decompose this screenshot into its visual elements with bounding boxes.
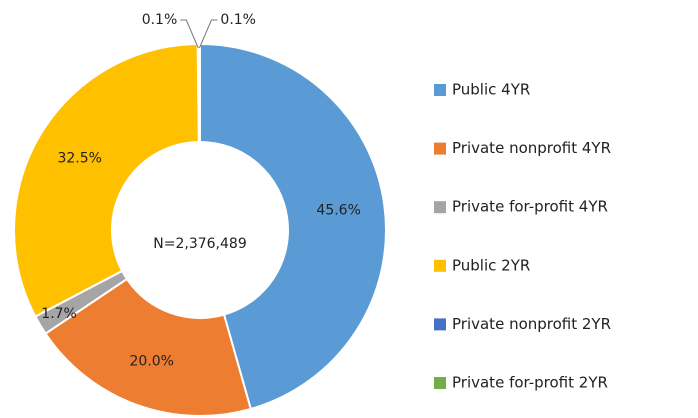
leader-line xyxy=(180,19,199,49)
data-label: 1.7% xyxy=(41,306,77,322)
slice xyxy=(197,42,201,144)
legend-label: Private for-profit 4YR xyxy=(452,198,608,216)
data-label: 45.6% xyxy=(316,203,360,219)
slice xyxy=(44,277,253,417)
slice xyxy=(199,42,387,411)
legend-swatch xyxy=(434,259,446,272)
legend-swatch xyxy=(434,84,446,96)
center-label: N=2,376,489 xyxy=(153,236,246,252)
legend-swatch xyxy=(434,377,446,389)
legend-label: Public 2YR xyxy=(452,256,530,274)
legend-swatch xyxy=(434,201,446,214)
legend-swatch xyxy=(434,318,446,331)
data-label: 32.5% xyxy=(57,150,101,166)
legend-label: Private nonprofit 4YR xyxy=(452,139,611,157)
data-label: 0.1% xyxy=(142,12,178,28)
data-label: 20.0% xyxy=(130,353,174,369)
legend-label: Public 4YR xyxy=(452,81,530,99)
leader-line xyxy=(198,19,218,49)
legend-swatch xyxy=(434,142,446,155)
slices xyxy=(13,42,387,417)
data-label: 0.1% xyxy=(220,12,256,28)
slice xyxy=(13,43,200,318)
legend-label: Private nonprofit 2YR xyxy=(452,315,611,333)
legend-label: Private for-profit 2YR xyxy=(452,374,608,392)
